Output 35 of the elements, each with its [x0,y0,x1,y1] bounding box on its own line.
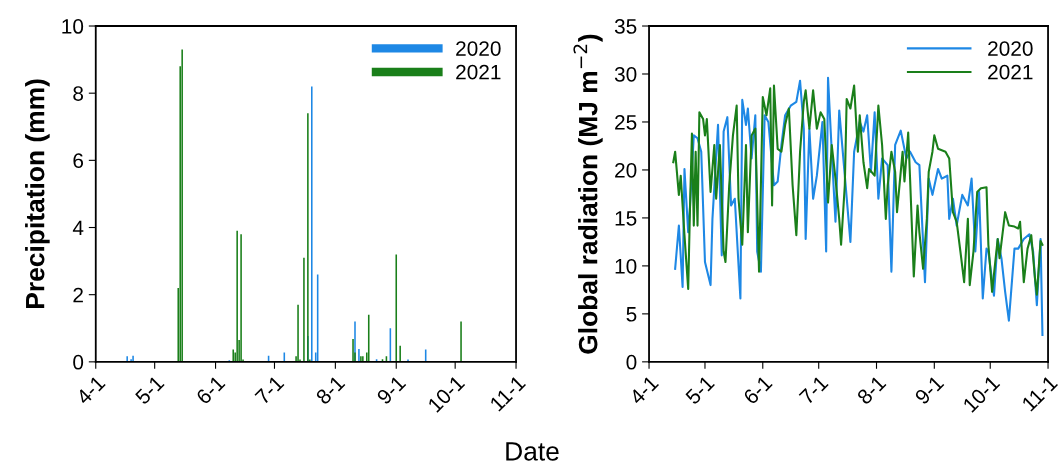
y-tick-label: 2 [73,287,83,303]
y-tick-label: 6 [73,153,84,169]
y-axis-title: Global radiation (MJ m$^{−2}$) [573,34,603,354]
x-tick-label: 9-1 [914,374,945,406]
y-tick-label: 15 [615,211,637,226]
y-tick-label: 10 [62,19,84,34]
x-tick-label: 8-1 [856,374,887,406]
x-tick-label: 5-1 [134,374,165,406]
x-tick-label: 11-1 [1021,374,1058,412]
y-tick-label: 35 [614,19,637,34]
y-axis-title: Precipitation (mm) [25,79,50,308]
y-tick-label: 0 [626,354,637,370]
x-tick-label: 4-1 [628,374,659,406]
x-tick-label: 11-1 [489,374,526,412]
x-tick-label: 5-1 [684,374,716,406]
x-tick-label: 6-1 [195,374,226,406]
legend-label: 2021 [456,64,501,80]
x-axis-title: Date [506,442,559,461]
x-tick-label: 9-1 [376,374,407,406]
y-tick-label: 4 [72,220,84,236]
y-tick-label: 25 [615,114,637,130]
x-tick-label: 7-1 [798,374,829,405]
x-tick-label: 4-1 [75,374,106,406]
y-tick-label: 10 [615,258,637,274]
legend-label: 2021 [988,64,1033,80]
y-tick-label: 0 [73,354,84,370]
legend-label: 2020 [456,41,501,56]
y-tick-label: 30 [614,66,637,82]
y-tick-label: 8 [73,86,84,101]
x-tick-label: 6-1 [742,374,773,406]
legend-label: 2020 [988,41,1033,56]
x-tick-label: 7-1 [254,374,285,405]
x-tick-label: 8-1 [315,374,346,406]
y-tick-label: 20 [615,162,637,178]
y-tick-label: 5 [626,307,637,322]
